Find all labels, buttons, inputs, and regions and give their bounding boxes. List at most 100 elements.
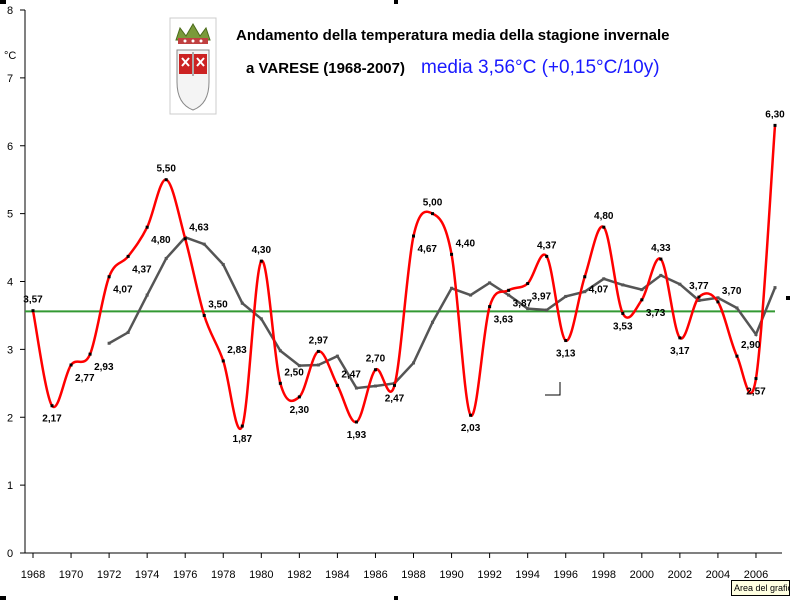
x-tick-label: 1972 — [97, 569, 121, 581]
moving-average-point — [354, 386, 358, 390]
x-tick-label: 1998 — [592, 569, 616, 581]
data-label: 4,07 — [113, 285, 133, 296]
moving-average-point — [316, 363, 320, 367]
data-label: 4,37 — [132, 264, 152, 275]
temperature-point — [392, 383, 396, 387]
temperature-point — [450, 252, 454, 256]
data-label: 4,37 — [537, 240, 557, 251]
data-label: 3,97 — [532, 292, 552, 303]
temperature-point — [773, 123, 777, 127]
moving-average-point — [164, 256, 168, 260]
temperature-point — [564, 339, 568, 343]
data-label: 2,47 — [341, 369, 361, 380]
temperature-point — [164, 178, 168, 182]
data-label: 4,80 — [151, 235, 171, 246]
y-tick-label: 4 — [7, 277, 13, 289]
plot-corner-mark — [545, 382, 561, 396]
moving-average-point — [126, 330, 130, 334]
y-tick-label: 5 — [7, 209, 13, 221]
chart-area-tooltip: Area del grafico — [731, 580, 790, 596]
x-tick-label: 1986 — [363, 569, 387, 581]
moving-average-point — [431, 320, 435, 324]
x-tick-label: 2002 — [668, 569, 692, 581]
coat-of-arms-icon — [169, 17, 217, 115]
moving-average-point — [297, 364, 301, 368]
data-label: 2,17 — [42, 414, 62, 425]
moving-average-point — [678, 282, 682, 286]
temperature-point — [735, 354, 739, 358]
temperature-point — [373, 368, 377, 372]
moving-average-point — [545, 308, 549, 312]
temperature-point — [202, 313, 206, 317]
temperature-point — [583, 275, 587, 279]
data-label: 4,63 — [189, 223, 209, 234]
temperature-point — [412, 234, 416, 238]
data-label: 2,93 — [94, 362, 114, 373]
data-label: 2,83 — [227, 345, 247, 356]
data-label: 3,57 — [23, 295, 43, 306]
temperature-point — [278, 381, 282, 385]
y-tick-label: 7 — [7, 73, 13, 85]
data-label: 2,97 — [309, 335, 329, 346]
data-labels: 3,57 2,17 2,772,93 4,07 4,37 4,80 5,50 4,63 3,50… — [23, 109, 785, 445]
data-label: 6,30 — [765, 109, 785, 120]
data-label: 1,93 — [347, 430, 367, 441]
x-tick-label: 1982 — [287, 569, 311, 581]
y-tick-label: 3 — [7, 344, 13, 356]
moving-average-point — [659, 273, 663, 277]
moving-average-point — [202, 242, 206, 246]
chart-title-mean: media 3,56°C (+0,15°C/10y) — [421, 57, 660, 78]
data-label: 2,70 — [366, 354, 386, 365]
x-tick-label: 1968 — [21, 569, 45, 581]
moving-average-point — [259, 317, 263, 321]
data-label: 2,30 — [290, 405, 310, 416]
y-tick-label: 6 — [7, 141, 13, 153]
moving-average-point — [773, 286, 777, 290]
x-tick-label: 1970 — [59, 569, 83, 581]
data-label: 3,73 — [646, 308, 666, 319]
temperature-point — [602, 225, 606, 229]
temperature-point — [659, 257, 663, 261]
temperature-point — [259, 259, 263, 263]
data-label: 2,47 — [385, 393, 405, 404]
temperature-point — [621, 311, 625, 315]
y-axis-ticks: 0 1 2 3 4 5 6 7 8 — [7, 5, 25, 560]
selection-handle-top-mid — [394, 0, 398, 4]
temperature-point — [526, 282, 530, 286]
data-label: 3,63 — [494, 315, 514, 326]
temperature-point — [488, 305, 492, 309]
temperature-point — [640, 298, 644, 302]
x-tick-label: 2006 — [744, 569, 768, 581]
data-label: 3,53 — [613, 321, 633, 332]
temperature-point — [240, 424, 244, 428]
temperature-point — [221, 359, 225, 363]
x-tick-label: 1992 — [477, 569, 501, 581]
temperature-point — [50, 404, 54, 408]
data-label: 2,90 — [741, 340, 761, 351]
temperature-point — [31, 309, 35, 313]
temperature-point — [754, 377, 758, 381]
data-label: 3,77 — [689, 281, 709, 292]
data-label: 3,87 — [513, 298, 533, 309]
y-axis-label: °C — [4, 50, 16, 62]
data-label: 2,03 — [461, 423, 481, 434]
temperature-point — [678, 336, 682, 340]
moving-average-point — [621, 283, 625, 287]
temperature-point — [507, 288, 511, 292]
data-label: 4,80 — [594, 211, 614, 222]
x-tick-label: 1980 — [249, 569, 273, 581]
moving-average-point — [335, 354, 339, 358]
moving-average-point — [450, 286, 454, 290]
data-label: 5,50 — [156, 164, 176, 175]
x-axis-ticks: 1968 1970 1972 1974 1976 1978 1980 1982 1984 1986… — [21, 553, 768, 581]
data-label: 2,50 — [284, 367, 304, 378]
selection-handle-right-mid — [786, 296, 790, 300]
y-tick-label: 8 — [7, 5, 13, 17]
temperature-point — [183, 237, 187, 241]
temperature-point — [469, 413, 473, 417]
moving-average-point — [373, 384, 377, 388]
temperature-point — [716, 300, 720, 304]
selection-handle-bottom-mid — [394, 596, 398, 600]
